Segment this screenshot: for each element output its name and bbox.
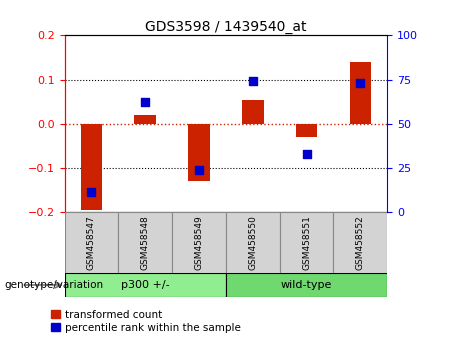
Text: p300 +/-: p300 +/-: [121, 280, 170, 290]
Bar: [333, 212, 387, 273]
Point: [303, 151, 310, 157]
Title: GDS3598 / 1439540_at: GDS3598 / 1439540_at: [145, 21, 307, 34]
Bar: [242, 99, 264, 124]
Bar: [296, 124, 317, 137]
Text: GSM458548: GSM458548: [141, 215, 150, 270]
Text: genotype/variation: genotype/variation: [5, 280, 104, 290]
Text: GSM458547: GSM458547: [87, 215, 96, 270]
Bar: [226, 273, 387, 297]
Legend: transformed count, percentile rank within the sample: transformed count, percentile rank withi…: [51, 310, 241, 333]
Point: [142, 99, 149, 105]
Bar: [172, 212, 226, 273]
Point: [88, 190, 95, 195]
Point: [195, 167, 203, 173]
Bar: [280, 212, 333, 273]
Bar: [118, 212, 172, 273]
Point: [249, 78, 256, 83]
Text: wild-type: wild-type: [281, 280, 332, 290]
Point: [357, 80, 364, 86]
Bar: [81, 124, 102, 210]
Text: GSM458550: GSM458550: [248, 215, 257, 270]
Bar: [65, 212, 118, 273]
Text: GSM458552: GSM458552: [356, 215, 365, 270]
Bar: [349, 62, 371, 124]
Bar: [135, 115, 156, 124]
Text: GSM458551: GSM458551: [302, 215, 311, 270]
Text: GSM458549: GSM458549: [195, 215, 203, 270]
Bar: [188, 124, 210, 181]
Bar: [65, 273, 226, 297]
Bar: [226, 212, 280, 273]
